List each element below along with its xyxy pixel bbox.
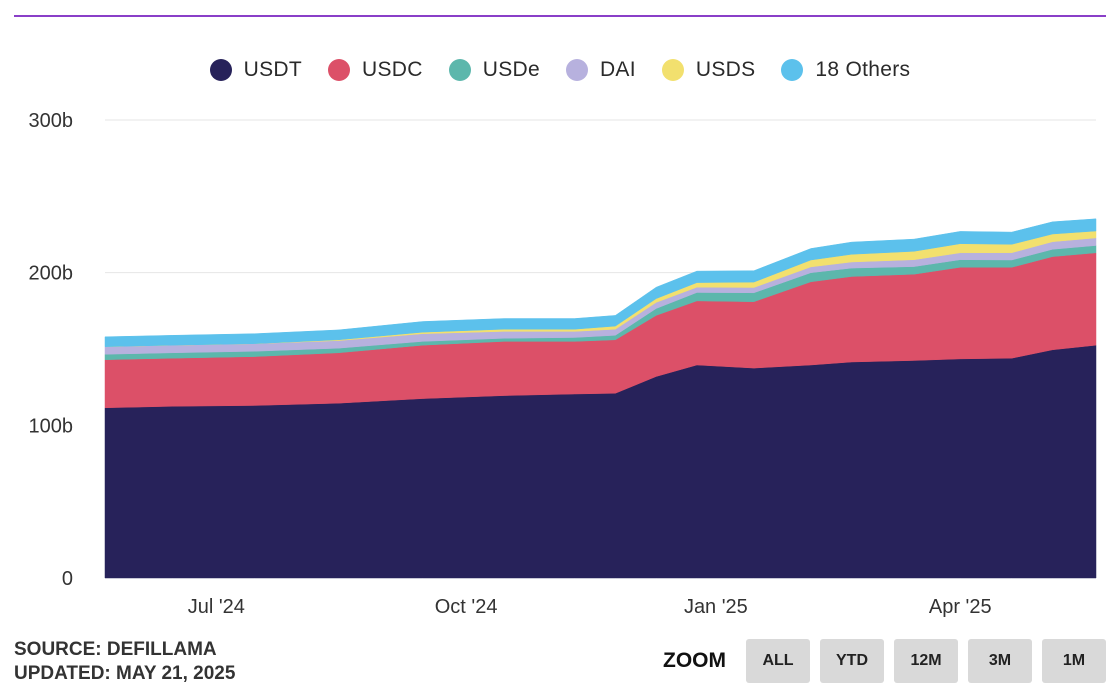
chart-legend: USDT USDC USDe DAI USDS 18 Others	[0, 58, 1120, 82]
x-tick-label: Apr '25	[929, 596, 992, 618]
legend-label: USDe	[482, 58, 540, 81]
x-tick-label: Jul '24	[188, 596, 245, 618]
zoom-1m-button[interactable]: 1M	[1042, 639, 1106, 683]
legend-item-18-others[interactable]: 18 Others	[781, 58, 910, 82]
zoom-12m-button[interactable]: 12M	[894, 639, 958, 683]
area-18-others	[104, 218, 1097, 347]
legend-label: DAI	[599, 58, 636, 81]
legend-item-dai[interactable]: DAI	[565, 58, 636, 82]
updated-text: UPDATED: MAY 21, 2025	[14, 663, 236, 684]
zoom-controls: ZOOM ALL YTD 12M 3M 1M	[663, 639, 1106, 683]
stacked-area-chart: 0 100b 200b 300b Jul '24 Oct '24 Jan '25 Apr '2…	[29, 110, 1097, 618]
y-tick-label: 0	[62, 568, 73, 590]
zoom-label: ZOOM	[663, 649, 726, 672]
legend-item-usdt[interactable]: USDT	[209, 58, 303, 82]
legend-swatch	[781, 59, 804, 81]
y-tick-label: 100b	[29, 415, 74, 437]
x-tick-label: Jan '25	[684, 596, 748, 618]
y-tick-label: 200b	[29, 263, 74, 285]
x-tick-label: Oct '24	[435, 596, 498, 618]
y-tick-label: 300b	[29, 110, 74, 132]
legend-swatch	[565, 59, 588, 81]
legend-item-usde[interactable]: USDe	[448, 58, 540, 82]
legend-label: USDT	[243, 58, 303, 81]
legend-item-usds[interactable]: USDS	[661, 58, 756, 82]
legend-label: USDC	[362, 58, 423, 81]
legend-label: 18 Others	[815, 58, 911, 81]
zoom-all-button[interactable]: ALL	[746, 639, 810, 683]
legend-swatch	[661, 59, 684, 81]
header-rule	[14, 15, 1106, 17]
legend-swatch	[209, 59, 232, 81]
footer-source: SOURCE: DEFILLAMA UPDATED: MAY 21, 2025	[14, 638, 235, 686]
legend-swatch	[328, 59, 351, 81]
legend-label: USDS	[695, 58, 756, 81]
legend-item-usdc[interactable]: USDC	[328, 58, 423, 82]
zoom-3m-button[interactable]: 3M	[968, 639, 1032, 683]
source-text: SOURCE: DEFILLAMA	[14, 639, 217, 660]
zoom-ytd-button[interactable]: YTD	[820, 639, 884, 683]
legend-swatch	[448, 59, 471, 81]
